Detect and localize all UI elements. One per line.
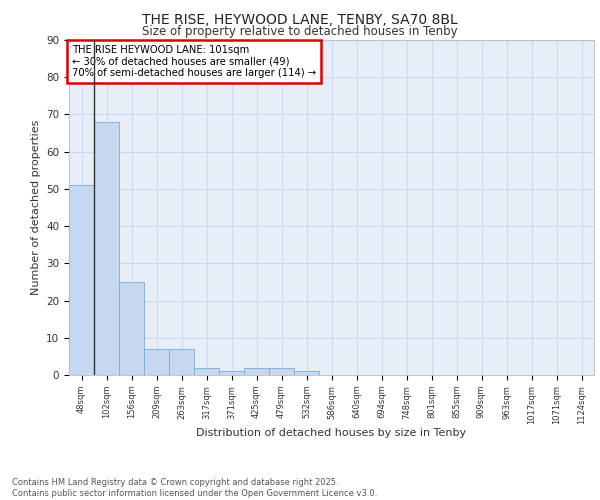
Bar [194, 368, 219, 375]
Bar [294, 372, 319, 375]
Text: Size of property relative to detached houses in Tenby: Size of property relative to detached ho… [142, 25, 458, 38]
Bar [244, 368, 269, 375]
Text: THE RISE, HEYWOOD LANE, TENBY, SA70 8BL: THE RISE, HEYWOOD LANE, TENBY, SA70 8BL [142, 12, 458, 26]
Text: Contains HM Land Registry data © Crown copyright and database right 2025.
Contai: Contains HM Land Registry data © Crown c… [12, 478, 377, 498]
X-axis label: Distribution of detached houses by size in Tenby: Distribution of detached houses by size … [196, 428, 467, 438]
Bar [269, 368, 294, 375]
Bar [169, 349, 194, 375]
Bar [144, 349, 169, 375]
Bar [219, 372, 244, 375]
Y-axis label: Number of detached properties: Number of detached properties [31, 120, 41, 295]
Bar [69, 185, 94, 375]
Text: THE RISE HEYWOOD LANE: 101sqm
← 30% of detached houses are smaller (49)
70% of s: THE RISE HEYWOOD LANE: 101sqm ← 30% of d… [71, 45, 316, 78]
Bar [94, 122, 119, 375]
Bar [119, 282, 144, 375]
